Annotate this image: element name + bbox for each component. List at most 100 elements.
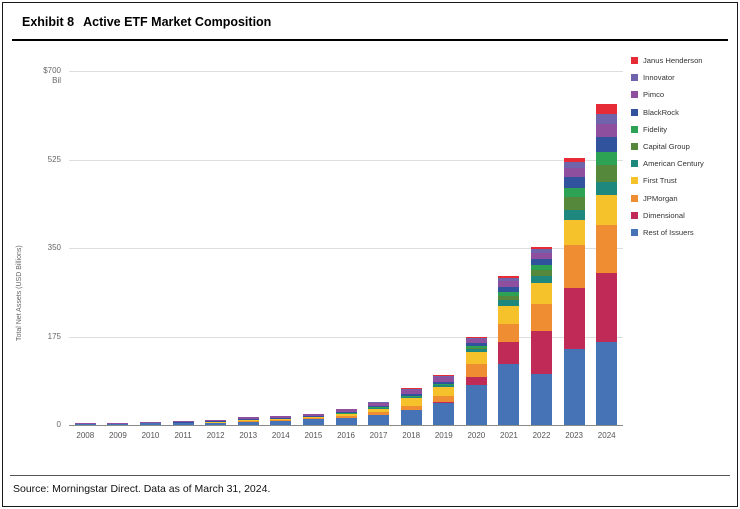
legend-label: Pimco	[643, 90, 665, 100]
bar-segment	[433, 401, 455, 403]
legend-item: Janus Henderson	[631, 56, 735, 65]
bar-segment	[563, 177, 585, 189]
bar-segment	[596, 182, 618, 195]
bar-segment	[237, 421, 259, 425]
x-tick-label: 2014	[271, 431, 290, 440]
legend-item: Rest of Issuers	[631, 228, 735, 237]
gridline	[69, 71, 623, 72]
legend-swatch-icon	[631, 160, 638, 168]
legend-swatch-icon	[631, 74, 638, 82]
legend-label: Dimensional	[643, 210, 685, 220]
bar-segment	[465, 337, 487, 338]
legend-item: Dimensional	[631, 211, 735, 220]
bar-segment	[498, 306, 520, 324]
x-tick-label: 2010	[141, 431, 160, 440]
bar-segment	[498, 300, 520, 307]
bar-segment	[433, 375, 455, 376]
bar-segment	[400, 398, 422, 406]
bar-segment	[302, 415, 324, 417]
header-divider	[12, 39, 728, 41]
bar-segment	[563, 197, 585, 211]
bar-segment	[596, 341, 618, 425]
bar-segment	[563, 245, 585, 289]
bar-segment	[139, 423, 161, 425]
bar-segment	[237, 419, 259, 420]
legend-label: Innovator	[643, 73, 675, 83]
bar-segment	[531, 252, 553, 259]
bar-segment	[498, 296, 520, 301]
bar-segment	[498, 276, 520, 278]
bar-segment	[335, 413, 357, 417]
bar-segment	[531, 275, 553, 284]
bar-segment	[531, 303, 553, 332]
bar-segment	[270, 419, 292, 421]
footer-divider	[10, 475, 730, 476]
x-tick-label: 2011	[174, 431, 192, 440]
legend-label: American Century	[643, 159, 704, 169]
bar-segment	[465, 348, 487, 349]
bar-segment	[498, 364, 520, 425]
legend-swatch-icon	[631, 108, 638, 116]
bar-segment	[563, 157, 585, 162]
x-tick-label: 2009	[108, 431, 127, 440]
bar-segment	[531, 374, 553, 425]
bar-segment	[205, 421, 227, 423]
bar-segment	[139, 422, 161, 424]
bar-segment	[368, 414, 390, 425]
bar-segment	[400, 409, 422, 425]
x-tick-label: 2020	[467, 431, 486, 440]
bar-segment	[74, 423, 96, 425]
legend-swatch-icon	[631, 57, 638, 64]
bar-segment	[563, 220, 585, 246]
bar-segment	[531, 258, 553, 265]
bar-segment	[368, 407, 390, 409]
bar-segment	[596, 194, 618, 226]
legend-label: Rest of Issuers	[643, 227, 694, 237]
bar-segment	[205, 419, 227, 422]
bar-segment	[498, 291, 520, 297]
bar-segment	[400, 405, 422, 410]
bar-segment	[400, 388, 422, 389]
bar-segment	[498, 280, 520, 287]
bar-segment	[465, 346, 487, 349]
bar-segment	[498, 277, 520, 281]
legend-item: JPMorgan	[631, 194, 735, 203]
bar-segment	[531, 264, 553, 270]
bar-segment	[596, 273, 618, 342]
bar-segment	[270, 420, 292, 425]
source-note: Source: Morningstar Direct. Data as of M…	[13, 483, 271, 495]
bar-segment	[465, 343, 487, 347]
bar-segment	[205, 422, 227, 425]
bar-segment	[237, 417, 259, 420]
x-tick-label: 2021	[500, 431, 518, 440]
bar-segment	[498, 286, 520, 292]
legend-swatch-icon	[631, 91, 638, 99]
bar-segment	[596, 103, 618, 114]
gridline	[69, 159, 623, 161]
bar-segment	[563, 162, 585, 169]
bar-segment	[433, 402, 455, 425]
bar-segment	[531, 283, 553, 304]
gridline	[69, 336, 623, 338]
bar-segment	[237, 420, 259, 422]
legend-item: BlackRock	[631, 108, 735, 117]
bar-segment	[302, 418, 324, 420]
legend-label: First Trust	[643, 176, 677, 186]
bar-segment	[465, 337, 487, 340]
bar-segment	[270, 418, 292, 420]
bar-segment	[433, 375, 455, 377]
bar-segment	[563, 288, 585, 350]
x-tick-label: 2013	[239, 431, 258, 440]
legend-item: Pimco	[631, 90, 735, 99]
legend-swatch-icon	[631, 177, 638, 185]
legend-swatch-icon	[631, 125, 638, 133]
y-tick-label: 0	[56, 420, 61, 429]
bar-segment	[596, 136, 618, 152]
bar-segment	[400, 396, 422, 398]
bar-segment	[531, 246, 553, 249]
legend-item: American Century	[631, 159, 735, 168]
legend-swatch-icon	[631, 194, 638, 202]
page-title: Active ETF Market Composition	[83, 15, 272, 29]
bar-segment	[596, 225, 618, 274]
